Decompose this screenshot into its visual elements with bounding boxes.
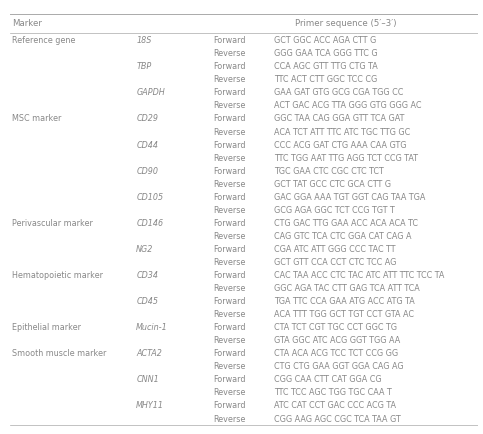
Text: Reverse: Reverse bbox=[213, 49, 246, 58]
Text: GTA GGC ATC ACG GGT TGG AA: GTA GGC ATC ACG GGT TGG AA bbox=[274, 335, 400, 345]
Text: Marker: Marker bbox=[12, 19, 42, 28]
Text: Reverse: Reverse bbox=[213, 101, 246, 110]
Text: ACT GAC ACG TTA GGG GTG GGG AC: ACT GAC ACG TTA GGG GTG GGG AC bbox=[274, 101, 422, 110]
Text: CD44: CD44 bbox=[136, 140, 158, 149]
Text: Forward: Forward bbox=[213, 166, 246, 175]
Text: CD34: CD34 bbox=[136, 270, 158, 279]
Text: GCG AGA GGC TCT CCG TGT T: GCG AGA GGC TCT CCG TGT T bbox=[274, 205, 395, 214]
Text: MHY11: MHY11 bbox=[136, 401, 164, 410]
Text: Reference gene: Reference gene bbox=[12, 36, 75, 45]
Text: CD105: CD105 bbox=[136, 192, 163, 201]
Text: ACTA2: ACTA2 bbox=[136, 349, 162, 358]
Text: Forward: Forward bbox=[213, 322, 246, 332]
Text: Reverse: Reverse bbox=[213, 179, 246, 188]
Text: CCA AGC GTT TTG CTG TA: CCA AGC GTT TTG CTG TA bbox=[274, 62, 378, 71]
Text: Reverse: Reverse bbox=[213, 335, 246, 345]
Text: CD29: CD29 bbox=[136, 114, 158, 123]
Text: GGG GAA TCA GGG TTC G: GGG GAA TCA GGG TTC G bbox=[274, 49, 378, 58]
Text: TTC TGG AAT TTG AGG TCT CCG TAT: TTC TGG AAT TTG AGG TCT CCG TAT bbox=[274, 153, 418, 162]
Text: GGC AGA TAC CTT GAG TCA ATT TCA: GGC AGA TAC CTT GAG TCA ATT TCA bbox=[274, 283, 420, 293]
Text: GCT GGC ACC AGA CTT G: GCT GGC ACC AGA CTT G bbox=[274, 36, 377, 45]
Text: TGA TTC CCA GAA ATG ACC ATG TA: TGA TTC CCA GAA ATG ACC ATG TA bbox=[274, 296, 415, 306]
Text: Reverse: Reverse bbox=[213, 75, 246, 84]
Text: GAA GAT GTG GCG CGA TGG CC: GAA GAT GTG GCG CGA TGG CC bbox=[274, 88, 404, 97]
Text: Smooth muscle marker: Smooth muscle marker bbox=[12, 349, 106, 358]
Text: Forward: Forward bbox=[213, 192, 246, 201]
Text: Forward: Forward bbox=[213, 36, 246, 45]
Text: CAG GTC TCA CTC GGA CAT CAG A: CAG GTC TCA CTC GGA CAT CAG A bbox=[274, 231, 412, 240]
Text: ACA TTT TGG GCT TGT CCT GTA AC: ACA TTT TGG GCT TGT CCT GTA AC bbox=[274, 309, 414, 319]
Text: ATC CAT CCT GAC CCC ACG TA: ATC CAT CCT GAC CCC ACG TA bbox=[274, 401, 397, 410]
Text: GAPDH: GAPDH bbox=[136, 88, 165, 97]
Text: Epithelial marker: Epithelial marker bbox=[12, 322, 81, 332]
Text: Forward: Forward bbox=[213, 88, 246, 97]
Text: CD146: CD146 bbox=[136, 218, 163, 227]
Text: CAC TAA ACC CTC TAC ATC ATT TTC TCC TA: CAC TAA ACC CTC TAC ATC ATT TTC TCC TA bbox=[274, 270, 445, 279]
Text: Forward: Forward bbox=[213, 244, 246, 253]
Text: MSC marker: MSC marker bbox=[12, 114, 61, 123]
Text: Reverse: Reverse bbox=[213, 388, 246, 397]
Text: Reverse: Reverse bbox=[213, 309, 246, 319]
Text: Forward: Forward bbox=[213, 349, 246, 358]
Text: CGG AAG AGC CGC TCA TAA GT: CGG AAG AGC CGC TCA TAA GT bbox=[274, 414, 401, 423]
Text: TTC TCC AGC TGG TGC CAA T: TTC TCC AGC TGG TGC CAA T bbox=[274, 388, 392, 397]
Text: GAC GGA AAA TGT GGT CAG TAA TGA: GAC GGA AAA TGT GGT CAG TAA TGA bbox=[274, 192, 426, 201]
Text: GGC TAA CAG GGA GTT TCA GAT: GGC TAA CAG GGA GTT TCA GAT bbox=[274, 114, 405, 123]
Text: Forward: Forward bbox=[213, 218, 246, 227]
Text: Forward: Forward bbox=[213, 114, 246, 123]
Text: Mucin-1: Mucin-1 bbox=[136, 322, 168, 332]
Text: ACA TCT ATT TTC ATC TGC TTG GC: ACA TCT ATT TTC ATC TGC TTG GC bbox=[274, 127, 411, 136]
Text: CTA TCT CGT TGC CCT GGC TG: CTA TCT CGT TGC CCT GGC TG bbox=[274, 322, 398, 332]
Text: CTA ACA ACG TCC TCT CCG GG: CTA ACA ACG TCC TCT CCG GG bbox=[274, 349, 398, 358]
Text: TGC GAA CTC CGC CTC TCT: TGC GAA CTC CGC CTC TCT bbox=[274, 166, 384, 175]
Text: CGA ATC ATT GGG CCC TAC TT: CGA ATC ATT GGG CCC TAC TT bbox=[274, 244, 396, 253]
Text: Perivascular marker: Perivascular marker bbox=[12, 218, 93, 227]
Text: CGG CAA CTT CAT GGA CG: CGG CAA CTT CAT GGA CG bbox=[274, 375, 382, 384]
Text: CD90: CD90 bbox=[136, 166, 158, 175]
Text: Reverse: Reverse bbox=[213, 414, 246, 423]
Text: GCT TAT GCC CTC GCA CTT G: GCT TAT GCC CTC GCA CTT G bbox=[274, 179, 391, 188]
Text: CNN1: CNN1 bbox=[136, 375, 159, 384]
Text: Forward: Forward bbox=[213, 296, 246, 306]
Text: Forward: Forward bbox=[213, 401, 246, 410]
Text: TBP: TBP bbox=[136, 62, 151, 71]
Text: Reverse: Reverse bbox=[213, 153, 246, 162]
Text: NG2: NG2 bbox=[136, 244, 154, 253]
Text: Reverse: Reverse bbox=[213, 257, 246, 266]
Text: Forward: Forward bbox=[213, 375, 246, 384]
Text: GCT GTT CCA CCT CTC TCC AG: GCT GTT CCA CCT CTC TCC AG bbox=[274, 257, 397, 266]
Text: Hematopoietic marker: Hematopoietic marker bbox=[12, 270, 103, 279]
Text: CD45: CD45 bbox=[136, 296, 158, 306]
Text: CTG GAC TTG GAA ACC ACA ACA TC: CTG GAC TTG GAA ACC ACA ACA TC bbox=[274, 218, 418, 227]
Text: TTC ACT CTT GGC TCC CG: TTC ACT CTT GGC TCC CG bbox=[274, 75, 378, 84]
Text: Forward: Forward bbox=[213, 140, 246, 149]
Text: Forward: Forward bbox=[213, 270, 246, 279]
Text: Primer sequence (5′–3′): Primer sequence (5′–3′) bbox=[295, 19, 397, 28]
Text: Reverse: Reverse bbox=[213, 231, 246, 240]
Text: CCC ACG GAT CTG AAA CAA GTG: CCC ACG GAT CTG AAA CAA GTG bbox=[274, 140, 407, 149]
Text: CTG CTG GAA GGT GGA CAG AG: CTG CTG GAA GGT GGA CAG AG bbox=[274, 362, 404, 371]
Text: Reverse: Reverse bbox=[213, 205, 246, 214]
Text: Reverse: Reverse bbox=[213, 362, 246, 371]
Text: Forward: Forward bbox=[213, 62, 246, 71]
Text: Reverse: Reverse bbox=[213, 283, 246, 293]
Text: 18S: 18S bbox=[136, 36, 152, 45]
Text: Reverse: Reverse bbox=[213, 127, 246, 136]
